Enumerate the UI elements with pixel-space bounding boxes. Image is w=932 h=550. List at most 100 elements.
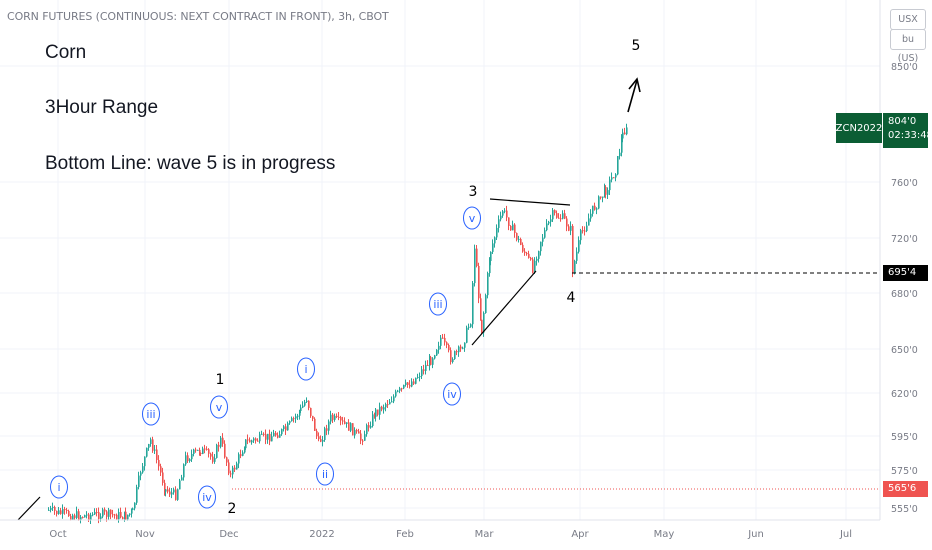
candle-body xyxy=(596,208,598,210)
time-axis-label: Jun xyxy=(747,529,764,540)
axes: 850'0 760'0 720'0 680'0 650'0 620'0 595'0 575'0… xyxy=(0,0,918,540)
candle-body xyxy=(249,440,251,443)
price-tick-label: 620'0 xyxy=(891,389,918,400)
candle-body xyxy=(522,244,524,252)
candle-body xyxy=(312,415,314,419)
candle-body xyxy=(76,511,78,518)
svg-text:iv: iv xyxy=(447,388,457,401)
candle-body xyxy=(362,440,364,442)
candle-body xyxy=(70,516,72,520)
candle-body xyxy=(206,448,208,450)
wave-label-5[interactable]: 5 xyxy=(632,38,641,54)
candle-body xyxy=(546,223,548,231)
candle-body xyxy=(590,213,592,219)
wave-circle-iii[interactable]: iii xyxy=(429,292,447,316)
drawings xyxy=(17,77,880,521)
candle-body xyxy=(526,253,528,255)
candle-body xyxy=(372,414,374,427)
start-trendline[interactable] xyxy=(17,496,41,521)
candle-body xyxy=(208,449,210,454)
candle-body xyxy=(481,319,483,333)
candle-body xyxy=(324,428,326,440)
wave-label-2[interactable]: 2 xyxy=(228,501,237,517)
candle-body xyxy=(474,248,476,284)
candle-body xyxy=(489,260,491,274)
wave-5-arrow-line[interactable] xyxy=(627,79,638,113)
candle-body xyxy=(92,514,94,516)
candle-body xyxy=(334,415,336,420)
candle-body xyxy=(338,416,340,418)
candle-body xyxy=(160,466,162,473)
candle-body xyxy=(458,346,460,353)
candle-body xyxy=(542,237,544,242)
lower-trendline[interactable] xyxy=(471,270,537,346)
candle-body xyxy=(244,448,246,453)
candle-body xyxy=(193,449,195,454)
candle-body xyxy=(138,475,140,488)
svg-text:i: i xyxy=(57,481,60,494)
wave-label-1[interactable]: 1 xyxy=(216,372,225,388)
candle-body xyxy=(183,464,185,478)
candle-body xyxy=(314,418,316,431)
candle-body xyxy=(293,418,295,420)
candle-body xyxy=(572,226,574,274)
svg-text:i: i xyxy=(304,363,307,376)
bar-countdown: 02:33:48 xyxy=(888,130,932,141)
candle-body xyxy=(212,456,214,462)
candle-body xyxy=(257,440,259,442)
candle-body xyxy=(129,513,131,515)
candle-body xyxy=(114,514,116,516)
candle-body xyxy=(399,388,401,391)
candle-body xyxy=(179,480,181,490)
unit-button[interactable]: bu (US) xyxy=(890,29,926,64)
price-tick-label: 720'0 xyxy=(891,234,918,245)
candle-body xyxy=(58,510,60,514)
candle-body xyxy=(506,210,508,218)
candle-body xyxy=(413,381,415,384)
wave-circle-iv[interactable]: iv xyxy=(198,485,216,509)
candle-body xyxy=(580,230,582,241)
wave-circle-i[interactable]: i xyxy=(50,475,68,499)
candle-body xyxy=(448,345,450,351)
candle-body xyxy=(468,326,470,328)
wave-label-3[interactable]: 3 xyxy=(469,184,478,200)
wave-circle-ii[interactable]: ii xyxy=(316,462,334,486)
upper-trendline[interactable] xyxy=(489,198,571,206)
candle-body xyxy=(247,439,249,441)
candle-body xyxy=(48,509,50,511)
candle-body xyxy=(604,187,606,197)
last-price-tag: 804'0 02:33:48 xyxy=(883,113,932,148)
svg-text:v: v xyxy=(469,212,476,225)
wave-circle-v[interactable]: v xyxy=(210,395,228,419)
candle-body xyxy=(584,230,586,232)
candle-body xyxy=(502,211,504,216)
candle-body xyxy=(82,517,84,519)
candle-body xyxy=(622,132,624,139)
candle-body xyxy=(240,454,242,456)
candle-body xyxy=(251,440,253,443)
candle-body xyxy=(271,436,273,442)
candle-body xyxy=(90,514,92,520)
candle-body xyxy=(368,425,370,428)
wave-label-4[interactable]: 4 xyxy=(567,290,576,306)
candle-body xyxy=(336,415,338,417)
svg-text:ii: ii xyxy=(322,468,328,481)
candle-body xyxy=(574,260,576,274)
candle-body xyxy=(615,174,617,178)
wave-circle-i[interactable]: i xyxy=(297,357,315,381)
candle-body xyxy=(253,438,255,441)
wave-circle-v[interactable]: v xyxy=(463,206,481,230)
candle-body xyxy=(245,439,247,449)
candle-body xyxy=(283,426,285,430)
wave-circle-iv[interactable]: iv xyxy=(443,382,461,406)
currency-button[interactable]: USX xyxy=(890,9,926,30)
wave-circle-iii[interactable]: iii xyxy=(142,402,160,426)
candle-body xyxy=(330,414,332,422)
candle-body xyxy=(152,439,154,451)
candle-body xyxy=(277,435,279,438)
candle-body xyxy=(588,218,590,226)
candle-body xyxy=(576,251,578,261)
candle-body xyxy=(140,472,142,476)
